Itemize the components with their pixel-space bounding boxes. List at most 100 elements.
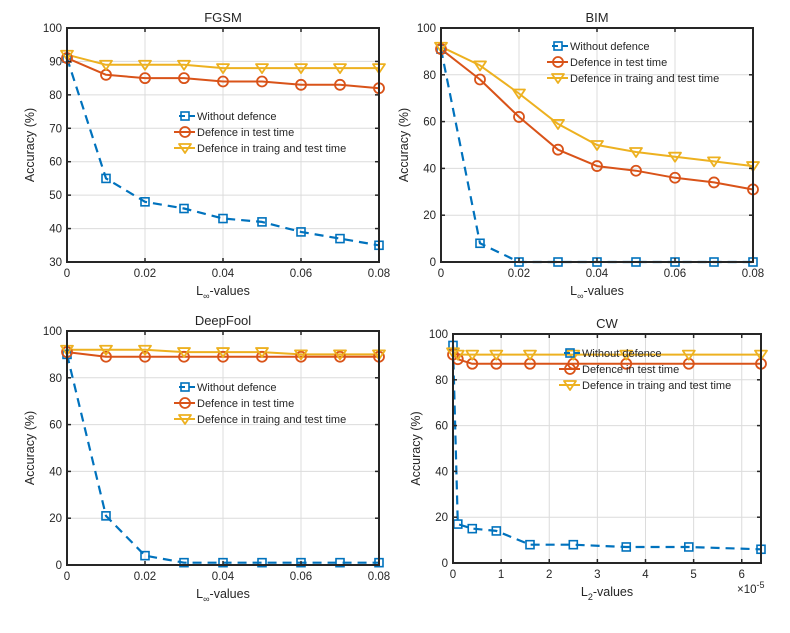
- data-point-test: [669, 171, 681, 184]
- data-point-test: [100, 350, 112, 363]
- data-point-without: [101, 511, 111, 521]
- y-axis-label: Accuracy (%): [409, 411, 423, 485]
- legend-marker-circle-icon: [179, 126, 191, 138]
- legend: Without defence Defence in test time Defen…: [547, 41, 719, 85]
- y-tick-label: 20: [435, 512, 448, 524]
- data-point-train_test: [619, 349, 634, 361]
- y-tick-label: 90: [49, 56, 62, 68]
- x-axis-label-main: L: [581, 585, 588, 599]
- data-point-without: [257, 557, 267, 568]
- y-tick-label: 0: [56, 560, 62, 572]
- data-point-test: [178, 72, 190, 85]
- data-point-train_test: [465, 349, 480, 361]
- x-axis-label-rest: -values: [210, 284, 250, 298]
- legend-label: Defence in test time: [197, 127, 294, 139]
- legend-item-train_test: Defence in traing and test time: [174, 414, 346, 426]
- legend-label: Without defence: [582, 348, 662, 360]
- x-axis-label-subscript: ∞: [203, 594, 209, 604]
- legend-marker-square-icon: [180, 382, 190, 392]
- data-point-without: [218, 557, 228, 568]
- legend-marker-square-icon: [553, 41, 563, 51]
- legend-marker-square-icon: [565, 348, 575, 358]
- legend-item-test: Defence in test time: [174, 126, 294, 139]
- y-tick-label: 80: [49, 373, 62, 385]
- data-point-without: [296, 557, 306, 568]
- data-point-without: [335, 233, 345, 244]
- legend-item-test: Defence in test time: [547, 56, 667, 69]
- data-point-test: [591, 160, 603, 172]
- y-tick-label: 60: [49, 420, 62, 432]
- x-axis-label-main: L: [196, 587, 203, 601]
- data-point-train_test: [99, 59, 113, 71]
- legend-label: Defence in test time: [582, 364, 679, 376]
- y-tick-label: 40: [49, 224, 62, 236]
- x-axis-label-subscript: ∞: [577, 291, 583, 301]
- y-tick-label: 40: [49, 466, 62, 478]
- data-point-test: [295, 78, 307, 91]
- x-tick-label: 0.04: [212, 571, 235, 583]
- y-tick-label: 70: [49, 123, 62, 135]
- data-point-test: [178, 350, 190, 363]
- y-tick-label: 0: [430, 257, 436, 269]
- data-point-test: [334, 350, 346, 363]
- legend-item-train_test: Defence in traing and test time: [559, 380, 731, 392]
- data-point-train_test: [551, 119, 565, 130]
- x-multiplier-exponent: -5: [757, 580, 765, 590]
- legend-item-train_test: Defence in traing and test time: [174, 143, 346, 155]
- data-point-train_test: [99, 344, 113, 356]
- data-point-without: [475, 238, 485, 249]
- legend-item-test: Defence in test time: [559, 363, 679, 376]
- data-point-train_test: [333, 349, 347, 361]
- series-line-test: [66, 57, 380, 90]
- legend-item-without: Without defence: [179, 382, 277, 394]
- axes-box: [452, 333, 762, 564]
- data-point-train_test: [333, 63, 347, 75]
- data-point-test: [630, 164, 642, 177]
- x-tick-label: 4: [642, 569, 649, 581]
- data-point-train_test: [473, 60, 487, 72]
- data-point-train_test: [590, 140, 604, 151]
- x-axis-label-rest: -values: [210, 587, 250, 601]
- y-tick-label: 100: [417, 23, 436, 35]
- data-point-without: [684, 542, 694, 552]
- legend-marker-circle-icon: [179, 397, 191, 409]
- series-line-train_test: [66, 53, 379, 70]
- chart-title: BIM: [585, 10, 608, 25]
- data-point-without: [335, 557, 345, 568]
- data-point-test: [256, 350, 268, 363]
- data-point-without: [491, 526, 502, 536]
- x-tick-label: 0: [64, 268, 70, 280]
- legend-item-train_test: Defence in traing and test time: [547, 73, 719, 85]
- data-point-without: [296, 227, 306, 237]
- legend-marker-triangle-down-icon: [178, 414, 192, 425]
- data-point-train_test: [177, 59, 191, 71]
- legend-label: Without defence: [197, 382, 277, 394]
- x-tick-label: 0.06: [290, 268, 312, 280]
- y-axis-label: Accuracy (%): [397, 108, 411, 182]
- x-tick-label: 0.08: [368, 268, 390, 280]
- x-axis-label: L2-values: [581, 585, 633, 602]
- data-point-train_test: [523, 349, 537, 361]
- data-point-train_test: [216, 63, 230, 75]
- x-tick-label: 1: [498, 569, 504, 581]
- legend-marker-triangle-down-icon: [178, 143, 192, 154]
- chart-title: CW: [596, 316, 618, 331]
- y-tick-label: 20: [49, 513, 62, 525]
- legend-label: Defence in traing and test time: [570, 73, 719, 85]
- x-tick-label: 0: [64, 571, 70, 583]
- legend-item-without: Without defence: [552, 41, 650, 53]
- data-point-without: [140, 197, 150, 207]
- plot-area: [453, 334, 761, 563]
- data-point-train_test: [707, 156, 721, 168]
- data-point-without: [568, 539, 579, 550]
- legend: Without defence Defence in test time Defen…: [174, 382, 346, 426]
- legend-marker-circle-icon: [552, 56, 564, 68]
- y-tick-label: 60: [435, 421, 448, 433]
- data-point-without: [467, 523, 478, 534]
- x-tick-label: 0.04: [586, 268, 609, 280]
- x-axis-label-subscript: ∞: [203, 291, 209, 301]
- legend-marker-circle-icon: [564, 363, 576, 375]
- data-point-test: [217, 75, 229, 88]
